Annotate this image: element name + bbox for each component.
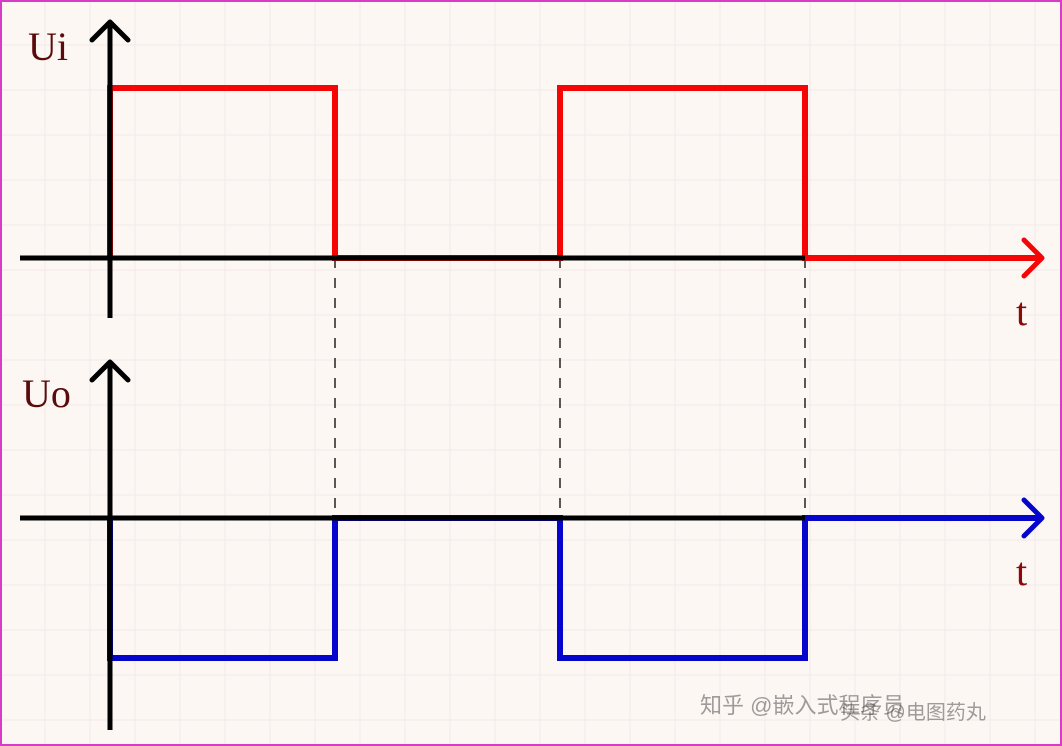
diagram-container: Ui t Uo t 知乎 @嵌入式程序员 头条 @电图药丸 (0, 0, 1062, 746)
waveform-diagram (0, 0, 1062, 746)
x-axis-label-t-top: t (1016, 288, 1027, 335)
watermark-toutiao: 头条 @电图药丸 (840, 696, 986, 725)
y-axis-label-ui: Ui (28, 23, 68, 70)
x-axis-label-t-bottom: t (1016, 548, 1027, 595)
y-axis-label-uo: Uo (22, 370, 71, 417)
